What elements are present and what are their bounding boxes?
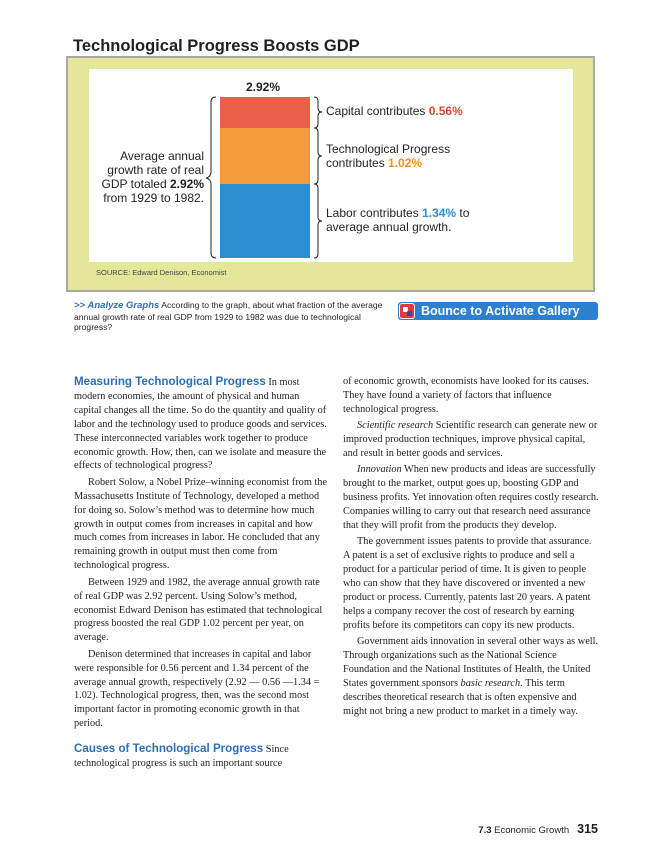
activate-gallery-label: Bounce to Activate Gallery bbox=[421, 304, 580, 318]
analyze-text: According to the graph, about what fract… bbox=[74, 300, 383, 332]
analyze-graphs-prompt: >> Analyze Graphs According to the graph… bbox=[74, 300, 394, 333]
section-reference: 7.3 Economic Growth bbox=[478, 825, 570, 836]
paragraph: Scientific research Scientific research … bbox=[343, 420, 598, 460]
left-column: Measuring Technological Progress In most… bbox=[74, 375, 328, 773]
figure-title: Technological Progress Boosts GDP bbox=[73, 37, 360, 55]
activate-gallery-button[interactable]: Bounce to Activate Gallery bbox=[398, 302, 598, 320]
paragraph: of economic growth, economists have look… bbox=[343, 376, 589, 415]
paragraph: Measuring Technological Progress In most… bbox=[74, 375, 327, 472]
right-column: of economic growth, economists have look… bbox=[343, 375, 599, 721]
technology-label: Technological Progress contributes 1.02% bbox=[326, 142, 451, 170]
bar-segment-labor bbox=[220, 184, 310, 258]
figure-panel bbox=[89, 69, 573, 262]
bar-total-label: 2.92% bbox=[246, 80, 281, 94]
paragraph: Robert Solow, a Nobel Prize–winning econ… bbox=[74, 476, 327, 572]
bar-segment-technology bbox=[220, 128, 310, 184]
capital-bracket bbox=[313, 96, 323, 129]
analyze-label: Analyze Graphs bbox=[87, 300, 160, 311]
paragraph: Between 1929 and 1982, the average annua… bbox=[74, 576, 323, 644]
paragraph: Denison determined that increases in cap… bbox=[74, 648, 320, 730]
paragraph: Government aids innovation in several ot… bbox=[343, 636, 599, 717]
bar-segment-capital bbox=[220, 97, 310, 128]
paragraph: The government issues patents to provide… bbox=[343, 536, 592, 631]
section-heading: Measuring Technological Progress bbox=[74, 375, 266, 388]
paragraph: Innovation When new products and ideas a… bbox=[343, 464, 599, 532]
labor-bracket bbox=[313, 183, 323, 259]
labor-label: Labor contributes 1.34% to average annua… bbox=[326, 206, 470, 234]
paragraph: Causes of Technological Progress Since t… bbox=[74, 742, 289, 770]
left-bracket bbox=[205, 96, 217, 259]
average-growth-text: Average annual growth rate of real GDP t… bbox=[101, 149, 204, 205]
figure-source: SOURCE: Edward Denison, Economist bbox=[96, 268, 227, 277]
analyze-marker: >> bbox=[74, 300, 86, 311]
capital-label: Capital contributes 0.56% bbox=[326, 104, 463, 118]
figure-brackets bbox=[205, 96, 323, 259]
section-heading: Causes of Technological Progress bbox=[74, 742, 264, 756]
technology-bracket bbox=[313, 127, 323, 185]
page-footer: 7.3 Economic Growth 315 bbox=[478, 822, 598, 836]
page-number: 315 bbox=[577, 822, 598, 836]
gallery-icon bbox=[399, 303, 415, 319]
